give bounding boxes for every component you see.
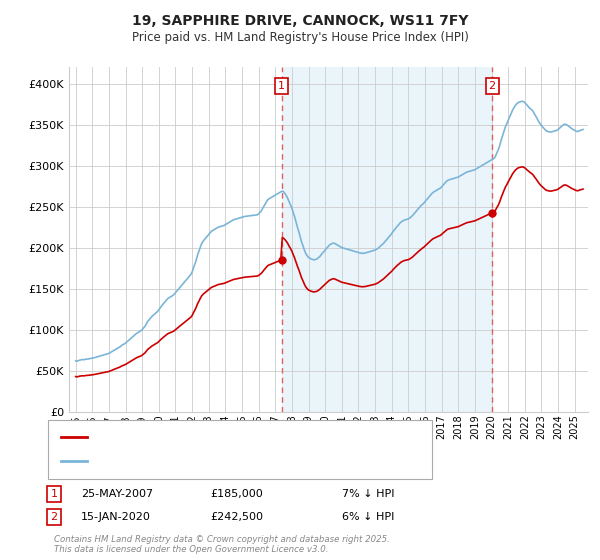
Text: 1: 1 — [278, 81, 285, 91]
Text: 19, SAPPHIRE DRIVE, CANNOCK, WS11 7FY (detached house): 19, SAPPHIRE DRIVE, CANNOCK, WS11 7FY (d… — [91, 432, 410, 442]
Text: 2: 2 — [50, 512, 58, 522]
Text: 6% ↓ HPI: 6% ↓ HPI — [342, 512, 394, 522]
Bar — [281, 67, 492, 412]
Text: 7% ↓ HPI: 7% ↓ HPI — [342, 489, 395, 499]
Text: £185,000: £185,000 — [210, 489, 263, 499]
Text: 19, SAPPHIRE DRIVE, CANNOCK, WS11 7FY: 19, SAPPHIRE DRIVE, CANNOCK, WS11 7FY — [132, 14, 468, 28]
Text: 2: 2 — [488, 81, 496, 91]
Text: £242,500: £242,500 — [210, 512, 263, 522]
Text: 1: 1 — [50, 489, 58, 499]
Text: 25-MAY-2007: 25-MAY-2007 — [81, 489, 153, 499]
Text: Contains HM Land Registry data © Crown copyright and database right 2025.
This d: Contains HM Land Registry data © Crown c… — [54, 535, 390, 554]
Text: Price paid vs. HM Land Registry's House Price Index (HPI): Price paid vs. HM Land Registry's House … — [131, 31, 469, 44]
Text: HPI: Average price, detached house, Cannock Chase: HPI: Average price, detached house, Cann… — [91, 456, 365, 466]
Text: 15-JAN-2020: 15-JAN-2020 — [81, 512, 151, 522]
